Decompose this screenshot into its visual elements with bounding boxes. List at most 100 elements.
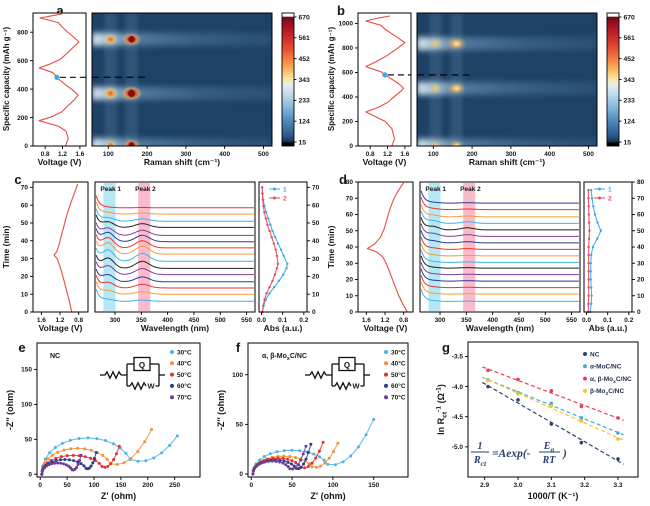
voltage-axis-label: Voltage (V) <box>38 157 82 167</box>
eis-data-point <box>83 455 87 459</box>
spectrum-curve <box>95 214 254 228</box>
x-tick-label: 1.2 <box>383 151 392 158</box>
y-tick-label: 0 <box>349 309 353 316</box>
y-tick-label: 1000 <box>339 21 354 28</box>
eis-data-point <box>59 455 63 459</box>
x-tick-label: 3.1 <box>547 482 556 489</box>
eis-data-point <box>289 462 293 466</box>
abs-point <box>587 294 590 297</box>
y-tick-label: 400 <box>342 94 353 101</box>
spectra-frame <box>94 181 256 313</box>
heatmap-content <box>92 13 272 146</box>
abs-point <box>587 286 590 289</box>
abs-point <box>282 273 285 276</box>
spectrum-curve <box>95 261 254 276</box>
abs-point <box>590 197 594 200</box>
eis-data-point <box>309 442 313 446</box>
eis-data-point <box>268 452 272 456</box>
time-axis-label: Time (min) <box>326 225 336 268</box>
eis-data-point <box>288 454 292 458</box>
zreal-axis-label: Z′ (ohm) <box>101 491 136 501</box>
abs-point <box>589 188 593 192</box>
abs-point <box>587 213 591 216</box>
plot-bg <box>33 182 88 312</box>
abs-point <box>264 217 267 220</box>
x-tick-label: 0.0 <box>257 317 266 324</box>
heatmap-column-glow <box>104 13 117 146</box>
eis-data-point <box>319 464 323 468</box>
eis-data-point <box>43 461 47 465</box>
y-tick-label: 0 <box>24 309 28 316</box>
spectrum-curve <box>420 262 579 276</box>
peak-label: Peak 2 <box>135 186 156 193</box>
nyquist-frame <box>247 342 409 478</box>
text-segment: 2 <box>606 391 609 397</box>
spectrum-curve <box>95 281 254 295</box>
circuit-resistor <box>129 381 147 391</box>
text-segment: a <box>550 445 554 454</box>
eis-data-point <box>109 462 113 466</box>
abs-point <box>273 285 276 289</box>
voltage-plot-frame <box>32 12 87 147</box>
arrhenius-series <box>482 366 624 465</box>
spectra-curves <box>95 195 254 302</box>
text-segment: ct <box>481 459 487 468</box>
y-tick-label: 40 <box>346 244 354 251</box>
heatmap-spot <box>448 140 465 146</box>
y-tick-label: 80 <box>346 179 354 186</box>
x-tick-label: 0.2 <box>624 317 633 324</box>
nyquist-series <box>251 417 376 476</box>
spectrum-curve <box>420 223 579 237</box>
abs-point <box>587 188 590 192</box>
legend-label: NC <box>590 351 600 358</box>
spectrum-curve <box>95 254 254 269</box>
capacity-axis-label: Specific capacity (mAh g⁻¹) <box>327 27 336 132</box>
abs-point <box>275 254 279 258</box>
eis-data-point <box>100 465 104 469</box>
abs-point <box>587 253 590 257</box>
abs-point <box>595 237 599 241</box>
legend-marker <box>583 352 587 356</box>
heatmap-spot-core <box>129 141 135 146</box>
eis-data-point <box>257 463 261 467</box>
eis-data-point <box>150 428 154 432</box>
eis-data-point <box>284 463 288 467</box>
eis-data-point <box>286 460 290 464</box>
y-tick-label: 200 <box>17 115 28 122</box>
plot-bg <box>37 343 200 477</box>
eis-data-point <box>76 463 80 467</box>
colorbar-tick-label: 233 <box>624 98 636 105</box>
y-tick-label: 150 <box>21 367 32 374</box>
spectrum-curve <box>420 190 579 204</box>
eis-data-point <box>47 463 51 467</box>
x-tick-label: 200 <box>467 151 478 158</box>
spectrum-curve <box>420 275 579 289</box>
x-tick-label: 0.8 <box>74 317 83 324</box>
arrhenius-point <box>516 398 520 402</box>
eis-data-point <box>56 450 60 454</box>
legend-marker <box>384 372 388 377</box>
eis-data-point <box>298 449 302 453</box>
colorbar-tick-label: 124 <box>299 118 311 125</box>
colorbar-tick-label: 233 <box>299 98 311 105</box>
eis-data-point <box>104 439 108 443</box>
eis-data-point <box>112 458 116 462</box>
abs-point <box>274 248 277 251</box>
abs-point <box>271 279 274 283</box>
abs-point <box>587 270 590 273</box>
eis-data-point <box>254 464 258 468</box>
y-tick-label: 50 <box>21 220 29 227</box>
colorbar-tick-label: 561 <box>624 35 636 42</box>
legend-label: 2 <box>608 195 612 202</box>
colorbar-tick-label: 452 <box>624 56 636 63</box>
abs-point <box>270 236 273 239</box>
abs-point <box>261 198 265 202</box>
eis-data-point <box>89 456 93 460</box>
y-tick-label: 40 <box>21 238 29 245</box>
eis-data-point <box>58 458 62 462</box>
eis-data-point <box>291 467 295 471</box>
x-tick-label: 100 <box>327 482 338 489</box>
circuit-warburg-label: W <box>147 382 155 391</box>
y-tick-label: 0 <box>637 309 641 316</box>
